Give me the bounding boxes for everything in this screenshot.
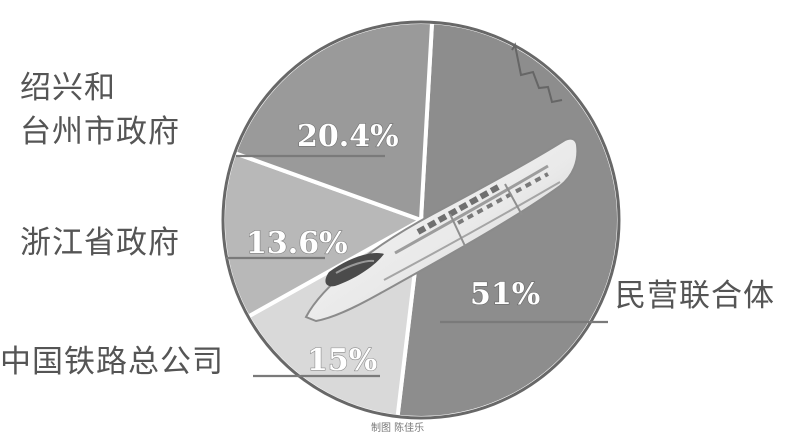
pct-label-zhejiang: 13.6% [246, 226, 348, 261]
pie-outline [221, 20, 621, 420]
legend-label-shaoxing-line2: 台州市政府 [20, 114, 180, 150]
legend-label-railway: 中国铁路总公司 [0, 344, 224, 380]
legend-label-shaoxing-line1: 绍兴和 [20, 70, 116, 106]
legend-label-zhejiang: 浙江省政府 [20, 225, 180, 261]
pct-label-railway: 15% [307, 343, 377, 378]
pct-label-private: 51% [470, 277, 540, 312]
leader-lines [226, 154, 608, 378]
credit-text: 制图 陈佳乐 [371, 421, 424, 434]
train-icon [304, 42, 579, 323]
pct-label-shaoxing: 20.4% [297, 119, 399, 154]
legend-label-private: 民营联合体 [615, 278, 775, 314]
